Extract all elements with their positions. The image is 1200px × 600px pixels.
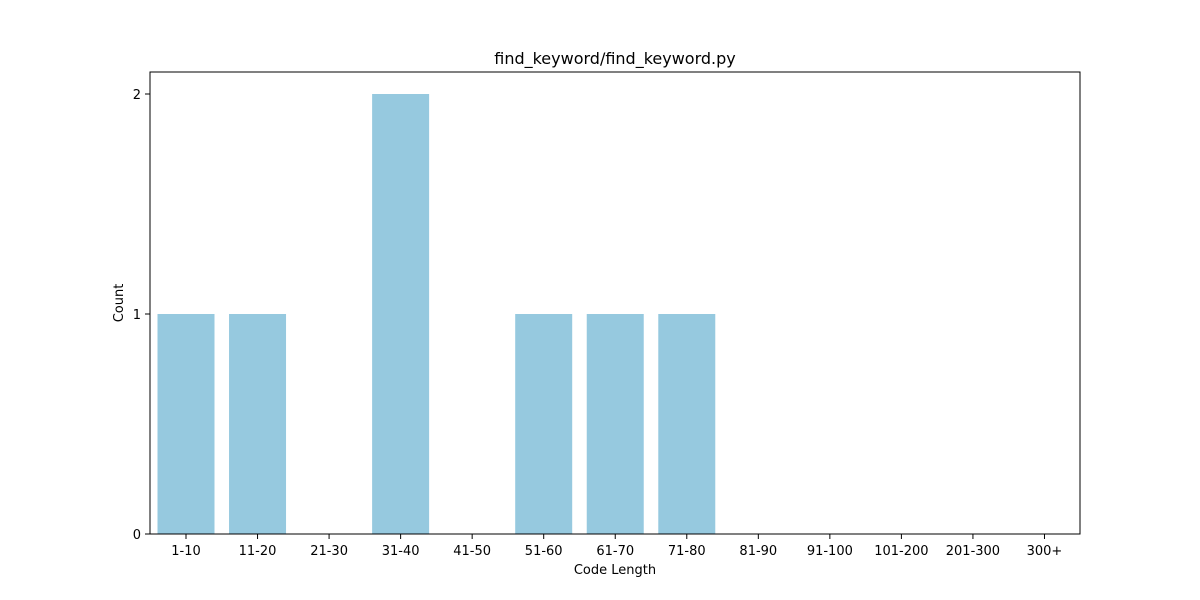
y-tick-label: 2: [133, 88, 141, 103]
y-axis-ticks: 0 1 2: [133, 88, 150, 543]
x-tick-label: 41-50: [453, 544, 491, 559]
bar-1-10: [157, 314, 215, 534]
bar-51-60: [515, 314, 573, 534]
bars-group: [157, 94, 716, 534]
x-axis-ticks: 1-10 11-20 21-30 31-40 41-50 51-60 61-70 71-80 8…: [171, 534, 1062, 559]
y-tick-label: 1: [133, 308, 141, 323]
x-axis-label: Code Length: [574, 563, 656, 578]
x-tick-label: 300+: [1027, 544, 1063, 559]
x-tick-label: 11-20: [239, 544, 277, 559]
bar-71-80: [658, 314, 716, 534]
bar-61-70: [586, 314, 644, 534]
x-tick-label: 81-90: [739, 544, 777, 559]
x-tick-label: 61-70: [596, 544, 634, 559]
x-tick-label: 91-100: [807, 544, 853, 559]
x-tick-label: 21-30: [310, 544, 348, 559]
x-tick-label: 1-10: [171, 544, 201, 559]
y-axis-label: Count: [112, 284, 127, 323]
x-tick-label: 201-300: [946, 544, 1000, 559]
x-tick-label: 71-80: [668, 544, 706, 559]
x-tick-label: 31-40: [382, 544, 420, 559]
bar-11-20: [229, 314, 287, 534]
chart-title: find_keyword/find_keyword.py: [494, 49, 736, 69]
y-tick-label: 0: [133, 528, 141, 543]
x-tick-label: 51-60: [525, 544, 563, 559]
bar-31-40: [372, 94, 430, 534]
x-tick-label: 101-200: [874, 544, 928, 559]
